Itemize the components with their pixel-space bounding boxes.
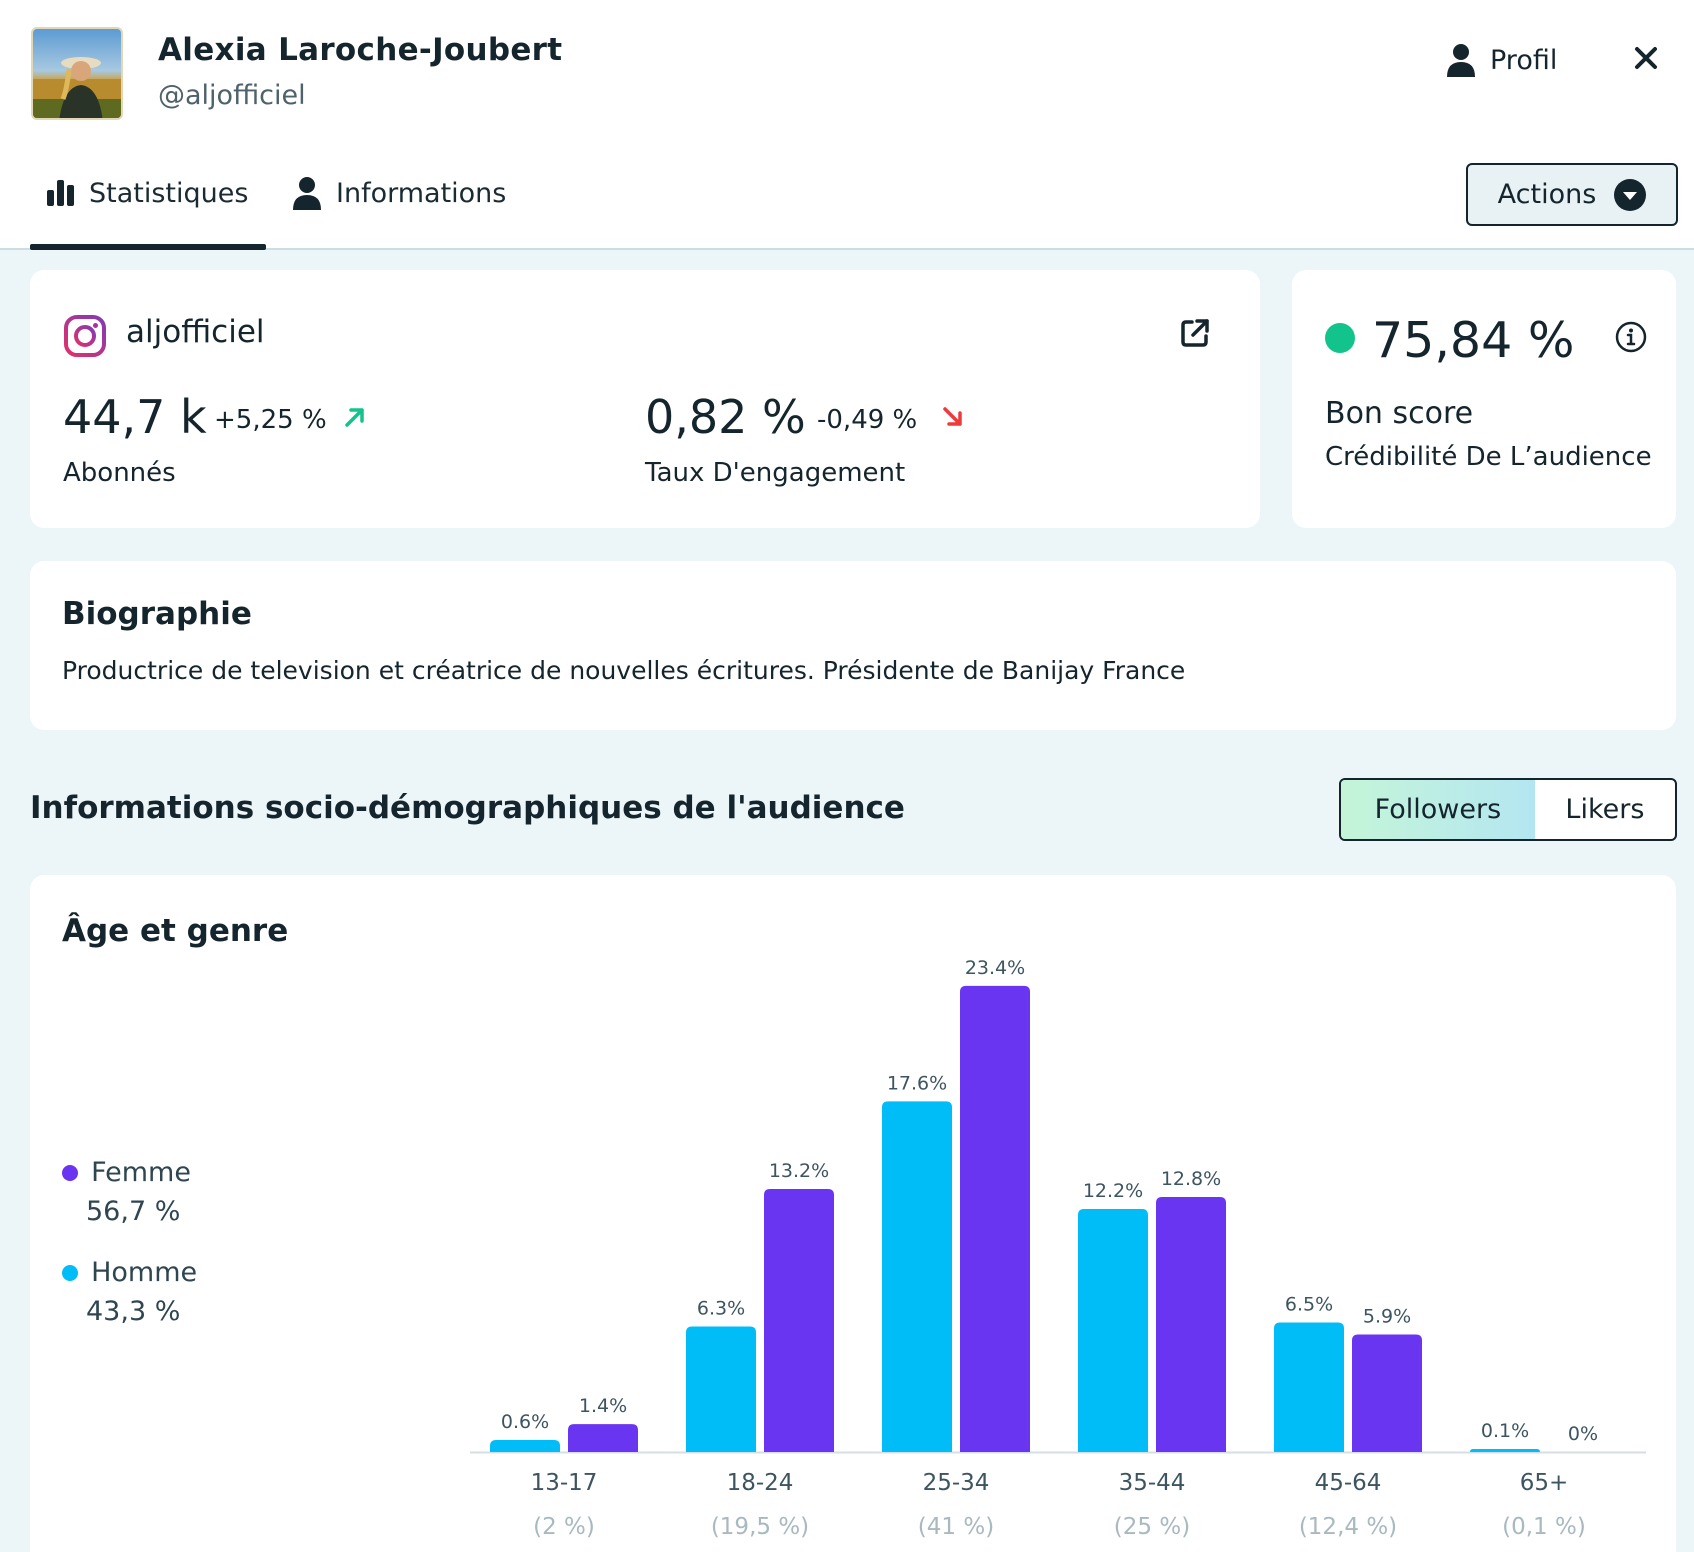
biography-title: Biographie bbox=[62, 596, 252, 632]
profile-button[interactable]: Profil bbox=[1446, 40, 1557, 80]
bar-femme-35-44 bbox=[1156, 1197, 1226, 1452]
chart-title: Âge et genre bbox=[62, 913, 289, 949]
biography-card: Biographie Productrice de television et … bbox=[30, 561, 1676, 730]
legend-name-homme: Homme bbox=[91, 1257, 198, 1288]
user-icon bbox=[1447, 44, 1475, 77]
bar-homme-13-17 bbox=[490, 1440, 560, 1452]
bar-femme-25-34 bbox=[960, 985, 1030, 1452]
actions-dropdown-button[interactable]: Actions bbox=[1466, 163, 1678, 226]
chevron-down-icon bbox=[1614, 178, 1647, 211]
data-label-homme-45-64: 6.5% bbox=[1285, 1294, 1333, 1316]
score-value: 75,84 % bbox=[1372, 312, 1575, 369]
x-tick-total-13-17: (2 %) bbox=[533, 1514, 595, 1540]
profile-handle: @aljofficiel bbox=[158, 80, 306, 111]
actions-label: Actions bbox=[1497, 179, 1597, 210]
external-link-icon[interactable] bbox=[1180, 318, 1210, 348]
data-label-homme-13-17: 0.6% bbox=[501, 1411, 549, 1433]
bar-homme-25-34 bbox=[882, 1101, 952, 1452]
avatar-photo bbox=[33, 29, 121, 118]
close-icon bbox=[1635, 47, 1657, 69]
tab-informations[interactable]: Informations bbox=[292, 170, 506, 216]
score-sublabel: Crédibilité De L’audience bbox=[1325, 442, 1652, 472]
bar-homme-35-44 bbox=[1078, 1208, 1148, 1452]
data-label-femme-35-44: 12.8% bbox=[1161, 1168, 1221, 1190]
engagement-delta: -0,49 % bbox=[817, 405, 918, 435]
tab-statistiques-label: Statistiques bbox=[89, 177, 249, 209]
data-label-femme-25-34: 23.4% bbox=[965, 957, 1025, 979]
instagram-icon bbox=[64, 315, 106, 357]
data-label-homme-18-24: 6.3% bbox=[697, 1298, 745, 1320]
bar-homme-65+ bbox=[1470, 1449, 1540, 1452]
legend-dot-homme bbox=[62, 1264, 78, 1281]
account-username: aljofficiel bbox=[126, 314, 265, 350]
bar-femme-13-17 bbox=[568, 1424, 638, 1452]
legend-item-femme: Femme 56,7 % bbox=[62, 1157, 191, 1227]
legend-dot-femme bbox=[62, 1164, 78, 1181]
engagement-rate: 0,82 % bbox=[645, 390, 806, 444]
data-label-homme-35-44: 12.2% bbox=[1083, 1180, 1143, 1202]
data-label-homme-25-34: 17.6% bbox=[887, 1072, 947, 1094]
followers-delta: +5,25 % bbox=[214, 405, 327, 435]
x-tick-total-65+: (0,1 %) bbox=[1502, 1514, 1586, 1540]
x-tick-total-25-34: (41 %) bbox=[918, 1514, 994, 1540]
credibility-score-card: 75,84 % Bon score Crédibilité De L’audie… bbox=[1292, 270, 1676, 528]
bar-homme-18-24 bbox=[686, 1326, 756, 1452]
followers-label: Abonnés bbox=[63, 458, 176, 488]
legend-item-homme: Homme 43,3 % bbox=[62, 1257, 197, 1327]
data-label-femme-45-64: 5.9% bbox=[1363, 1305, 1411, 1327]
active-tab-indicator bbox=[30, 244, 266, 250]
data-label-femme-65+: 0% bbox=[1568, 1423, 1598, 1445]
audience-toggle: Followers Likers bbox=[1339, 778, 1677, 841]
toggle-followers[interactable]: Followers bbox=[1341, 780, 1535, 839]
trend-up-icon bbox=[345, 408, 364, 427]
close-button[interactable] bbox=[1630, 42, 1662, 74]
score-label: Bon score bbox=[1325, 396, 1474, 431]
bar-femme-18-24 bbox=[764, 1189, 834, 1452]
biography-text: Productrice de television et créatrice d… bbox=[62, 656, 1186, 685]
data-label-femme-18-24: 13.2% bbox=[769, 1160, 829, 1182]
score-status-dot bbox=[1325, 323, 1355, 353]
x-tick-label-25-34: 25-34 bbox=[923, 1470, 990, 1496]
data-label-homme-65+: 0.1% bbox=[1481, 1420, 1529, 1442]
x-tick-total-45-64: (12,4 %) bbox=[1299, 1514, 1397, 1540]
bar-chart-icon bbox=[47, 180, 74, 206]
engagement-label: Taux D'engagement bbox=[645, 458, 906, 488]
age-gender-card: Âge et genre Femme 56,7 % Homme 43,3 % 0… bbox=[30, 875, 1676, 1552]
user-icon bbox=[293, 177, 321, 210]
followers-count: 44,7 k bbox=[63, 390, 207, 444]
audience-section-title: Informations socio-démographiques de l'a… bbox=[30, 790, 905, 826]
tab-statistiques[interactable]: Statistiques bbox=[47, 170, 248, 216]
info-icon[interactable] bbox=[1614, 320, 1648, 354]
profile-name: Alexia Laroche-Joubert bbox=[158, 32, 563, 68]
account-stats-card: aljofficiel 44,7 k +5,25 % Abonnés 0,82 … bbox=[30, 270, 1260, 528]
age-gender-bar-chart: 0.6% 1.4% 13-17 (2 %) 6.3% 13.2% 18-24 (19,5 %)… bbox=[470, 957, 1646, 1540]
bar-homme-45-64 bbox=[1274, 1322, 1344, 1452]
legend-name-femme: Femme bbox=[91, 1157, 191, 1188]
legend-pct-homme: 43,3 % bbox=[86, 1296, 181, 1327]
toggle-likers[interactable]: Likers bbox=[1565, 794, 1645, 825]
data-label-femme-13-17: 1.4% bbox=[579, 1395, 627, 1417]
x-tick-total-35-44: (25 %) bbox=[1114, 1514, 1190, 1540]
tab-informations-label: Informations bbox=[336, 177, 507, 209]
profile-button-label: Profil bbox=[1490, 44, 1558, 76]
x-tick-label-45-64: 45-64 bbox=[1315, 1470, 1382, 1496]
bar-femme-45-64 bbox=[1352, 1334, 1422, 1452]
x-tick-label-13-17: 13-17 bbox=[531, 1470, 598, 1496]
avatar bbox=[31, 27, 123, 120]
profile-header: Alexia Laroche-Joubert @aljofficiel Prof… bbox=[0, 0, 1694, 250]
trend-down-icon bbox=[943, 407, 962, 426]
legend-pct-femme: 56,7 % bbox=[86, 1196, 181, 1227]
x-tick-total-18-24: (19,5 %) bbox=[711, 1514, 809, 1540]
x-tick-label-35-44: 35-44 bbox=[1119, 1470, 1186, 1496]
x-tick-label-65+: 65+ bbox=[1520, 1470, 1569, 1496]
x-tick-label-18-24: 18-24 bbox=[727, 1470, 794, 1496]
